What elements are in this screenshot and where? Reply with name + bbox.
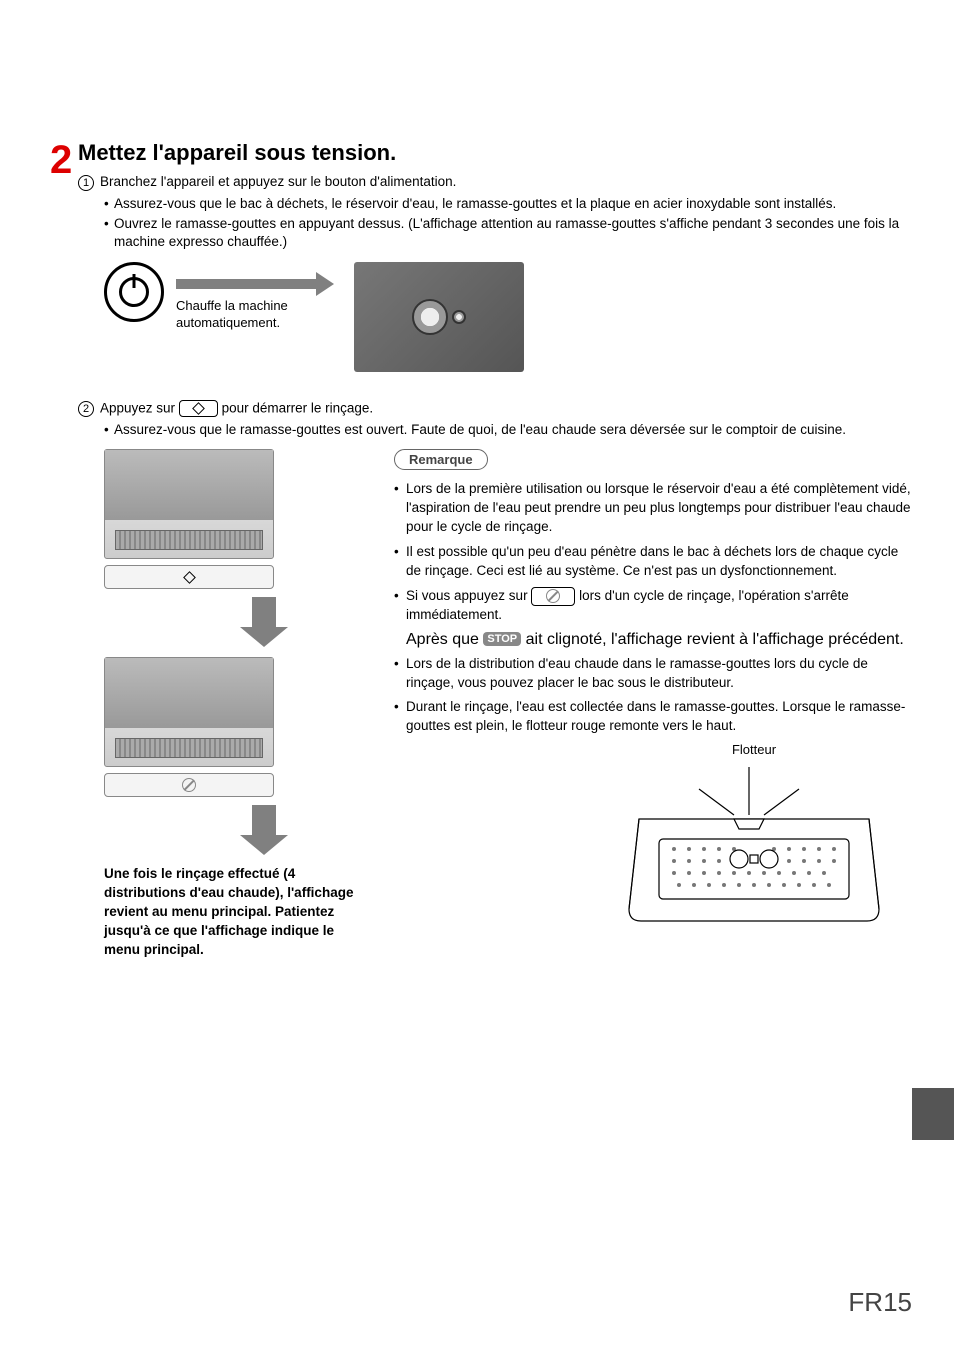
stop-badge: STOP [483,632,521,646]
remark-stop-before: Si vous appuyez sur [406,588,528,603]
power-icon [104,262,164,322]
step1-text: Branchez l'appareil et appuyez sur le bo… [100,174,456,189]
step1-bullets: Assurez-vous que le bac à déchets, le ré… [104,195,914,252]
step2-text: Appuyez sur pour démarrer le rinçage. [100,400,373,418]
float-label: Flotteur [594,742,914,757]
manual-page: 2 Mettez l'appareil sous tension. 1 Bran… [0,0,954,1350]
page-number: FR15 [848,1287,912,1318]
arrow-down-icon [164,597,364,647]
step-number-2: 2 [78,401,94,417]
section-heading: Mettez l'appareil sous tension. [78,140,914,166]
remarque-list: Lors de la première utilisation ou lorsq… [394,480,914,624]
heat-caption: Chauffe la machine automatiquement. [176,298,288,332]
drip-tray-icon [619,759,889,929]
stop-button-inline-icon [531,587,575,606]
bullet: Assurez-vous que le ramasse-gouttes est … [104,421,914,439]
remark-item: Lors de la première utilisation ou lorsq… [394,480,914,537]
rinse-complete-note: Une fois le rinçage effectué (4 distribu… [104,865,364,959]
arrow-down-icon [164,805,364,855]
section-number: 2 [50,138,72,183]
power-icon-block: Chauffe la machine automatiquement. [104,262,334,332]
step-number-1: 1 [78,175,94,191]
arrow-caption-block: Chauffe la machine automatiquement. [176,262,334,332]
step2-bullets: Assurez-vous que le ramasse-gouttes est … [104,421,914,439]
bullet: Ouvrez le ramasse-gouttes en appuyant de… [104,215,914,251]
step1-figures: Chauffe la machine automatiquement. [104,262,914,372]
remarque-list-2: Lors de la distribution d'eau chaude dan… [394,655,914,737]
stopline-after: ait clignoté, l'affichage revient à l'af… [526,631,904,648]
remark-item: Si vous appuyez sur lors d'un cycle de r… [394,587,914,625]
remark-item: Lors de la distribution d'eau chaude dan… [394,655,914,693]
machine-illustration-1 [104,449,274,559]
remarque-label: Remarque [394,449,488,470]
panel-rinse-button [104,565,274,589]
arrow-right-icon [176,278,334,290]
step2-before: Appuyez sur [100,400,175,415]
stop-blink-line: Après que STOP ait clignoté, l'affichage… [394,631,914,649]
stopline-before: Après que [406,631,479,648]
machine-illustration-2 [104,657,274,767]
step2-columns: Une fois le rinçage effectué (4 distribu… [104,449,914,959]
float-figure: Flotteur [594,742,914,934]
remark-item: Il est possible qu'un peu d'eau pénètre … [394,543,914,581]
remark-item: Durant le rinçage, l'eau est collectée d… [394,698,914,736]
left-figure-column: Une fois le rinçage effectué (4 distribu… [104,449,364,959]
bullet: Assurez-vous que le bac à déchets, le ré… [104,195,914,213]
substep-1: 1 Branchez l'appareil et appuyez sur le … [78,174,914,191]
substep-2: 2 Appuyez sur pour démarrer le rinçage. [78,400,914,418]
content-block: Mettez l'appareil sous tension. 1 Branch… [78,140,914,960]
step2-after: pour démarrer le rinçage. [222,400,374,415]
machine-photo-placeholder [354,262,524,372]
panel-stop-button [104,773,274,797]
remarque-block: Remarque Lors de la première utilisation… [394,449,914,934]
stop-icon [182,778,196,792]
rinse-button-icon [179,400,218,418]
section-tab [912,1088,954,1140]
